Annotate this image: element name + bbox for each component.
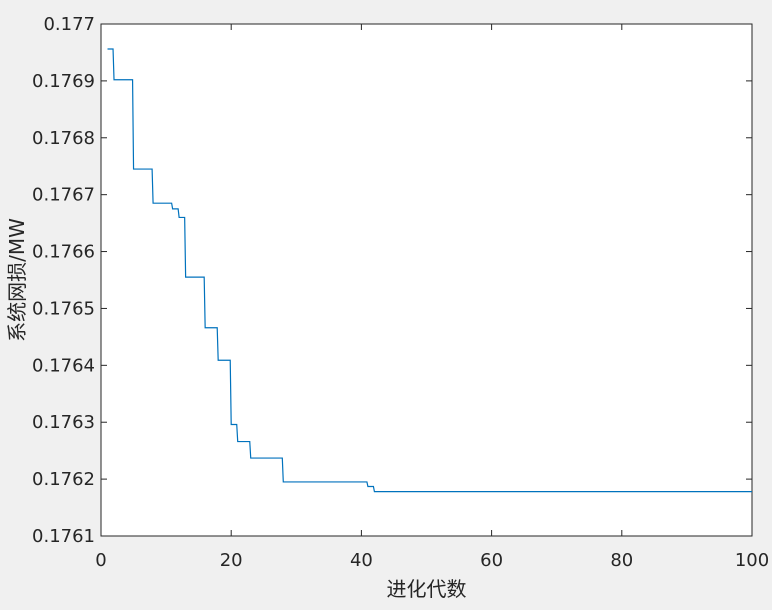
x-tick-label: 80 bbox=[610, 550, 633, 571]
y-tick-label: 0.1769 bbox=[32, 71, 95, 92]
x-axis-label: 进化代数 bbox=[387, 577, 467, 601]
y-tick-label: 0.177 bbox=[43, 14, 95, 35]
x-axis: 0 20 40 60 80 100 bbox=[95, 24, 769, 571]
y-axis-label: 系统网损/MW bbox=[5, 218, 29, 342]
y-tick-label: 0.1768 bbox=[32, 128, 95, 149]
x-tick-label: 0 bbox=[95, 550, 106, 571]
x-tick-label: 20 bbox=[220, 550, 243, 571]
y-tick-label: 0.1765 bbox=[32, 298, 95, 319]
x-tick-label: 40 bbox=[350, 550, 373, 571]
y-tick-label: 0.1761 bbox=[32, 526, 95, 547]
y-tick-label: 0.1762 bbox=[32, 469, 95, 490]
y-tick-label: 0.1766 bbox=[32, 242, 95, 263]
y-tick-label: 0.1764 bbox=[32, 355, 95, 376]
plot-area bbox=[100, 23, 753, 537]
series-line bbox=[107, 48, 752, 493]
y-tick-label: 0.1767 bbox=[32, 185, 95, 206]
x-tick-label: 60 bbox=[480, 550, 503, 571]
y-tick-label: 0.1763 bbox=[32, 412, 95, 433]
x-tick-label: 100 bbox=[735, 550, 769, 571]
y-axis: 0.1761 0.1762 0.1763 0.1764 0.1765 0.1766 0.17… bbox=[32, 14, 752, 547]
